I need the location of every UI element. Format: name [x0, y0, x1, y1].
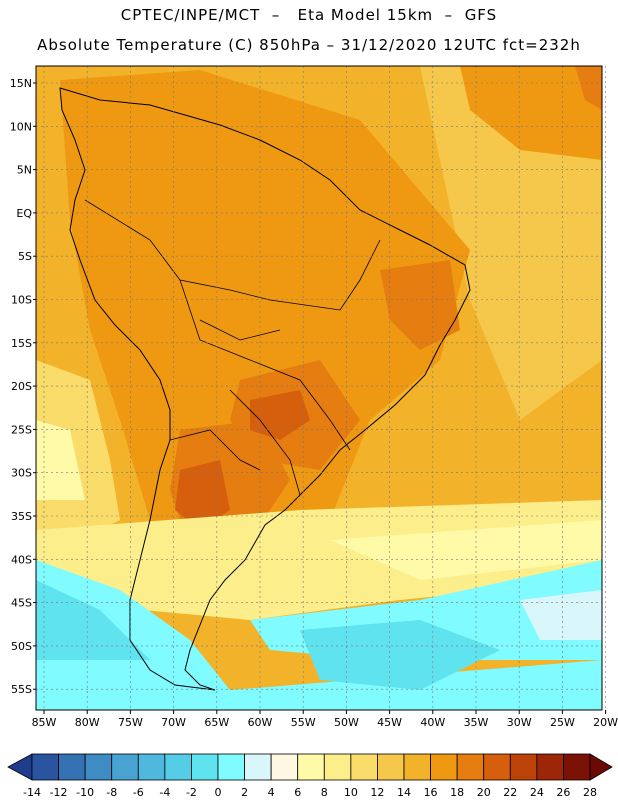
colorbar-label: -8: [106, 786, 117, 799]
lat-label: EQ: [16, 207, 32, 220]
colorbar-labels: -14 -12 -10 -8 -6 -4 -2 0 2 4 6 8 10 12 14 16 18 20 22 24 26…: [23, 786, 597, 799]
colorbar-swatch: [323, 753, 352, 781]
lon-label: 75W: [118, 716, 143, 729]
colorbar-label: 2: [241, 786, 248, 799]
country-borders: [84, 199, 381, 496]
lon-label: 30W: [507, 716, 532, 729]
lat-label: 10S: [11, 294, 32, 307]
lon-label: 35W: [464, 716, 489, 729]
colorbar-swatch: [58, 753, 86, 781]
lon-label: 85W: [32, 716, 57, 729]
colorbar-min-arrow: [7, 753, 33, 781]
colorbar-swatch: [509, 753, 538, 781]
lat-label: 45S: [11, 597, 32, 610]
colorbar-label: 6: [294, 786, 301, 799]
colorbar-label: 26: [556, 786, 570, 799]
lon-label: 60W: [248, 716, 273, 729]
lat-label: 50S: [11, 640, 32, 653]
colorbar-label: -4: [159, 786, 170, 799]
lon-label: 55W: [291, 716, 316, 729]
colorbar-swatch: [536, 753, 564, 781]
colorbar-swatch: [563, 753, 591, 781]
temperature-field: [36, 66, 602, 710]
lat-label: 15S: [11, 337, 32, 350]
colorbar-swatch: [31, 753, 59, 781]
lon-label: 20W: [593, 716, 618, 729]
colorbar-label: -12: [50, 786, 68, 799]
lat-label: 25S: [11, 423, 32, 436]
colorbar-label: 16: [424, 786, 438, 799]
colorbar-label: 12: [370, 786, 384, 799]
colorbar-swatch: [430, 753, 458, 781]
colorbar-swatch: [164, 753, 192, 781]
colorbar-label: 8: [321, 786, 328, 799]
lon-label: 40W: [420, 716, 445, 729]
colorbar-label: -14: [23, 786, 41, 799]
colorbar-swatch: [244, 753, 272, 781]
colorbar-swatch: [270, 753, 299, 781]
map-subtitle: Absolute Temperature (C) 850hPa – 31/12/…: [37, 36, 581, 54]
colorbar-label: -2: [186, 786, 197, 799]
colorbar-swatch: [191, 753, 219, 781]
lat-label: 30S: [11, 467, 32, 480]
lon-label: 25W: [550, 716, 575, 729]
colorbar-label: -10: [76, 786, 94, 799]
colorbar-label: -6: [133, 786, 144, 799]
lon-label: 65W: [204, 716, 229, 729]
colorbar-label: 14: [397, 786, 411, 799]
colorbar-swatch: [483, 753, 511, 781]
lon-label: 45W: [377, 716, 402, 729]
colorbar: [7, 753, 613, 781]
colorbar-swatch: [84, 753, 113, 781]
lat-label: 5S: [18, 250, 32, 263]
lat-label: 55S: [11, 683, 32, 696]
colorbar-label: 18: [450, 786, 464, 799]
colorbar-max-arrow: [589, 753, 613, 781]
colorbar-swatch: [217, 753, 245, 781]
colorbar-label: 20: [477, 786, 491, 799]
lat-label: 15N: [10, 77, 32, 90]
map-frame: [35, 65, 603, 711]
colorbar-label: 10: [344, 786, 358, 799]
colorbar-swatch: [137, 753, 166, 781]
map-title: CPTEC/INPE/MCT – Eta Model 15km – GFS: [120, 6, 498, 24]
lat-label: 10N: [10, 120, 32, 133]
lon-label: 70W: [161, 716, 186, 729]
lat-label: 40S: [11, 553, 32, 566]
lon-label: 50W: [334, 716, 359, 729]
colorbar-swatch: [350, 753, 378, 781]
colorbar-swatch: [297, 753, 325, 781]
colorbar-swatch: [377, 753, 405, 781]
colorbar-label: 24: [530, 786, 544, 799]
coastline: [59, 87, 471, 691]
lon-label: 80W: [75, 716, 100, 729]
colorbar-swatch: [403, 753, 431, 781]
colorbar-swatch: [111, 753, 139, 781]
lat-label: 5N: [17, 164, 32, 177]
lat-lon-grid: [36, 66, 606, 710]
colorbar-label: 4: [268, 786, 275, 799]
lat-label: 35S: [11, 510, 32, 523]
longitude-labels: 85W 80W 75W 70W 65W 60W 55W 50W 45W 40W 35W 30W 25W 2…: [32, 710, 618, 729]
colorbar-label: 28: [583, 786, 597, 799]
colorbar-label: 22: [503, 786, 517, 799]
lat-label: 20S: [11, 380, 32, 393]
latitude-labels: 15N 10N 5N EQ 5S 10S 15S 20S 25S 30S 35S 40S 45S 50S 5…: [10, 77, 36, 696]
colorbar-label: 0: [215, 786, 222, 799]
colorbar-swatch: [456, 753, 485, 781]
